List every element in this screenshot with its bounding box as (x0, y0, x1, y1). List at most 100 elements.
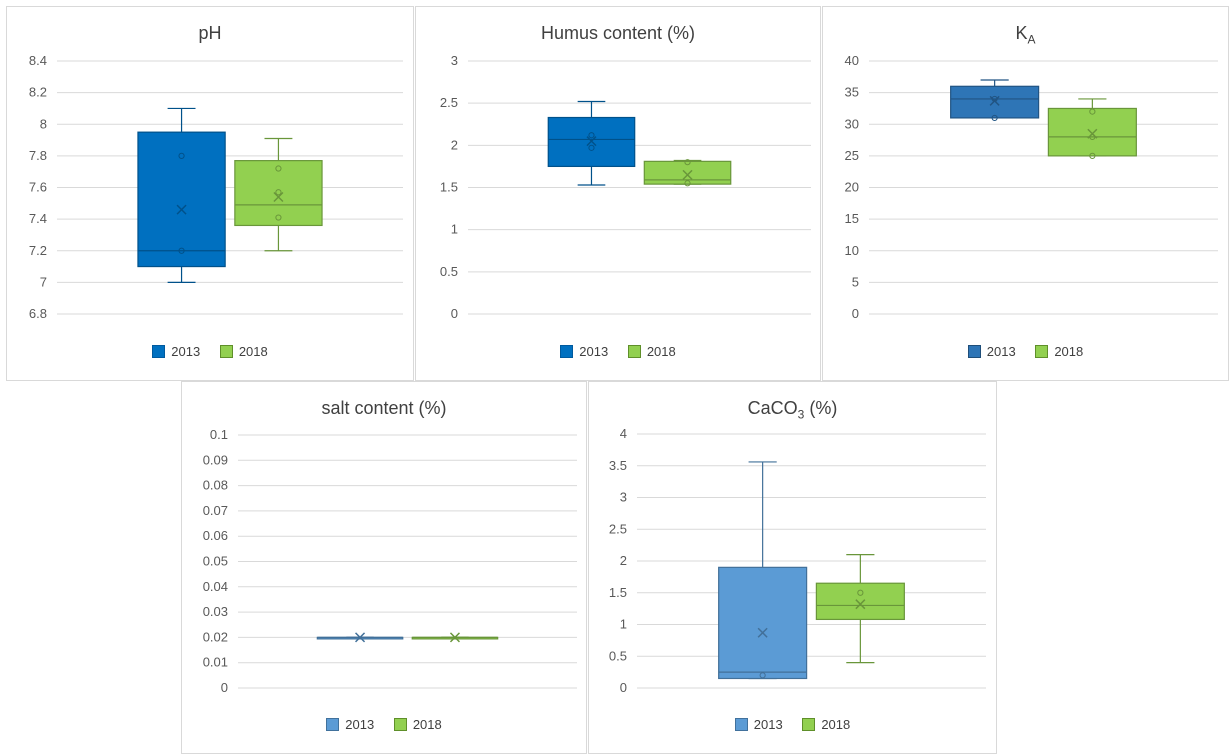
chart-legend: 2013 2018 (182, 717, 586, 734)
data-point (991, 114, 998, 122)
y-tick-label: 15 (845, 211, 859, 226)
y-tick-label: 1 (451, 222, 458, 237)
box-2013 (137, 107, 226, 283)
y-tick-label: 30 (845, 116, 859, 131)
chart-svg: 0 0.01 0.02 0.03 0.04 0.05 0.06 0.07 0.08 0.09 0.1 (203, 427, 577, 695)
data-point (275, 189, 282, 196)
y-tick-label: 0.1 (210, 427, 228, 442)
y-tick-label: 0.5 (440, 264, 458, 279)
chart-panel-ph: pH 6.8 7 7.2 7.4 7.6 7.8 8 8.2 8.4 2013 2018 (6, 6, 414, 381)
chart-panel-salt: salt content (%) 0 0.01 0.02 0.03 0.04 0.05 0.… (181, 381, 587, 754)
y-tick-label: 0.5 (609, 648, 627, 663)
mean-marker (989, 95, 1000, 106)
legend-swatch (560, 345, 574, 358)
legend-item-2013: 2013 (560, 344, 608, 359)
legend-item-2018: 2018 (393, 717, 442, 732)
data-point (275, 214, 282, 221)
legend-swatch (802, 718, 816, 731)
legend-swatch (393, 718, 407, 731)
y-tick-label: 7.2 (29, 243, 47, 258)
y-tick-label: 0.05 (203, 554, 228, 569)
data-point (684, 180, 691, 187)
y-tick-label: 8 (40, 116, 47, 131)
mean-marker (1087, 128, 1098, 139)
data-point (178, 247, 185, 254)
box-2013 (950, 79, 1040, 122)
y-tick-label: 5 (852, 274, 859, 289)
y-tick-label: 0.02 (203, 629, 228, 644)
y-tick-label: 10 (845, 243, 859, 258)
y-tick-label: 1 (620, 617, 627, 632)
y-tick-label: 20 (845, 180, 859, 195)
mean-marker (855, 599, 866, 610)
box-iqr (234, 160, 323, 227)
data-point (588, 132, 595, 139)
y-tick-label: 0 (620, 680, 627, 695)
y-tick-label: 35 (845, 85, 859, 100)
mean-marker (355, 632, 366, 643)
legend-item-2018: 2018 (219, 344, 268, 359)
chart-svg: 0 5 10 15 20 25 30 35 40 (845, 53, 1218, 321)
y-tick-label: 3.5 (609, 458, 627, 473)
y-tick-label: 7.6 (29, 180, 47, 195)
chart-svg: 6.8 7 7.2 7.4 7.6 7.8 8 8.2 8.4 (29, 53, 403, 321)
y-tick-label: 3 (620, 490, 627, 505)
box-iqr (137, 131, 226, 268)
data-point (759, 672, 766, 679)
y-tick-label: 0.06 (203, 528, 228, 543)
box-2018 (1047, 98, 1137, 159)
y-tick-label: 40 (845, 53, 859, 68)
chart-legend: 2013 2018 (416, 344, 820, 361)
y-tick-label: 0.03 (203, 604, 228, 619)
y-tick-label: 1.5 (609, 585, 627, 600)
legend-swatch (967, 345, 981, 358)
mean-marker (273, 191, 284, 203)
y-tick-label: 0.01 (203, 655, 228, 670)
mean-marker (176, 204, 187, 215)
data-point (275, 165, 282, 172)
legend-swatch (1035, 345, 1049, 358)
y-tick-label: 0.04 (203, 579, 228, 594)
chart-title: Humus content (%) (540, 23, 696, 43)
legend-item-2013: 2013 (326, 717, 374, 732)
chart-legend: 2013 2018 (823, 344, 1228, 361)
y-tick-label: 0 (451, 306, 458, 321)
box-2018 (411, 632, 499, 643)
data-point (588, 144, 595, 151)
legend-item-2013: 2013 (152, 344, 200, 359)
y-tick-label: 0 (852, 306, 859, 321)
chart-legend: 2013 2018 (7, 344, 413, 361)
chart-title: KA (1015, 23, 1036, 47)
legend-item-2018: 2018 (627, 344, 676, 359)
box-iqr (643, 160, 732, 185)
mean-marker (449, 632, 460, 643)
y-tick-label: 7 (40, 274, 47, 289)
y-tick-label: 3 (451, 53, 458, 68)
box-2013 (718, 461, 808, 680)
data-point (1089, 108, 1096, 115)
y-tick-label: 6.8 (29, 306, 47, 321)
legend-swatch (326, 718, 340, 731)
data-point (1089, 152, 1096, 159)
chart-title: pH (198, 23, 222, 43)
mean-marker (682, 169, 693, 180)
y-tick-label: 1.5 (440, 180, 458, 195)
chart-title: CaCO3 (%) (747, 398, 838, 422)
box-2013 (547, 100, 636, 186)
chart-svg: 0 0.5 1 1.5 2 2.5 3 (440, 53, 811, 321)
chart-title: salt content (%) (321, 398, 447, 418)
data-point (857, 589, 864, 596)
legend-item-2013: 2013 (967, 344, 1016, 359)
y-tick-label: 2.5 (440, 95, 458, 110)
legend-swatch (219, 345, 233, 358)
y-tick-label: 25 (845, 148, 859, 163)
box-iqr (815, 582, 905, 621)
y-tick-label: 0 (221, 680, 228, 695)
box-iqr (1047, 107, 1137, 157)
legend-item-2013: 2013 (734, 717, 783, 732)
box-iqr (718, 566, 808, 680)
mean-marker (586, 136, 597, 147)
y-tick-label: 0.09 (203, 452, 228, 467)
data-point (178, 152, 185, 159)
box-iqr (950, 85, 1040, 119)
